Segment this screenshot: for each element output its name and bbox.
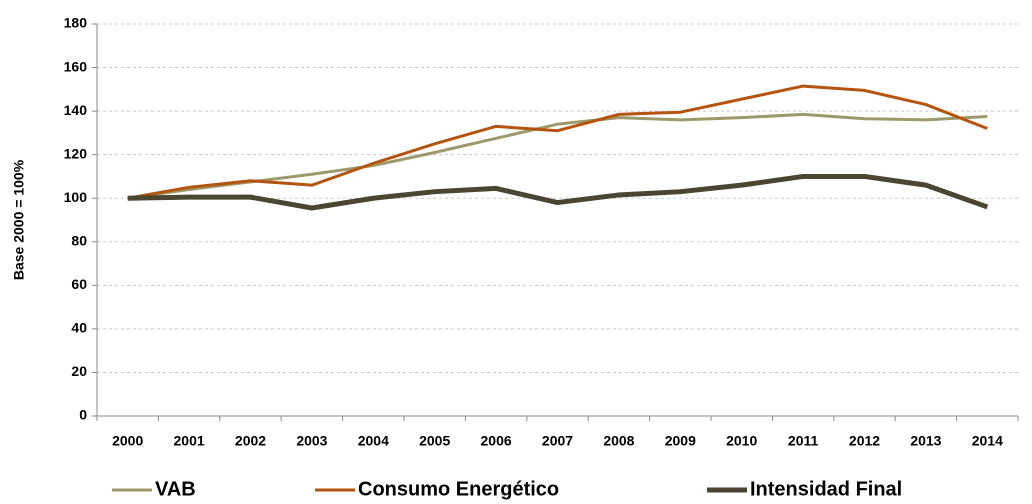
x-tick-label: 2004	[358, 433, 389, 449]
x-tick-label: 2011	[788, 433, 819, 449]
x-tick-label: 2010	[726, 433, 757, 449]
y-tick-label: 80	[71, 232, 87, 248]
x-tick-label: 2013	[910, 433, 941, 449]
x-tick-label: 2001	[174, 433, 205, 449]
x-tick-label: 2009	[665, 433, 696, 449]
y-axis-label: Base 2000 = 100%	[11, 159, 27, 280]
x-tick-label: 2014	[972, 433, 1003, 449]
y-tick-label: 20	[71, 363, 87, 379]
line-series	[127, 173, 989, 211]
line-series	[127, 84, 988, 200]
x-tick-label: 2012	[849, 433, 880, 449]
y-tick-label: 160	[64, 58, 88, 74]
x-tick-label: 2002	[235, 433, 266, 449]
x-tick-label: 2006	[481, 433, 512, 449]
legend-label: VAB	[155, 478, 196, 500]
y-tick-label: 180	[64, 15, 88, 31]
y-tick-label: 140	[64, 102, 88, 118]
line-series	[127, 112, 988, 200]
x-tick-label: 2005	[419, 433, 450, 449]
y-tick-label: 40	[71, 320, 87, 336]
y-tick-label: 0	[79, 407, 87, 423]
y-tick-label: 100	[64, 189, 88, 205]
legend-label: Consumo Energético	[358, 478, 559, 500]
legend-label: Intensidad Final	[750, 478, 902, 500]
y-tick-label: 60	[71, 276, 87, 292]
y-tick-label: 120	[64, 145, 88, 161]
x-tick-label: 2007	[542, 433, 573, 449]
x-tick-label: 2000	[112, 433, 143, 449]
x-tick-label: 2008	[603, 433, 634, 449]
x-tick-label: 2003	[296, 433, 327, 449]
